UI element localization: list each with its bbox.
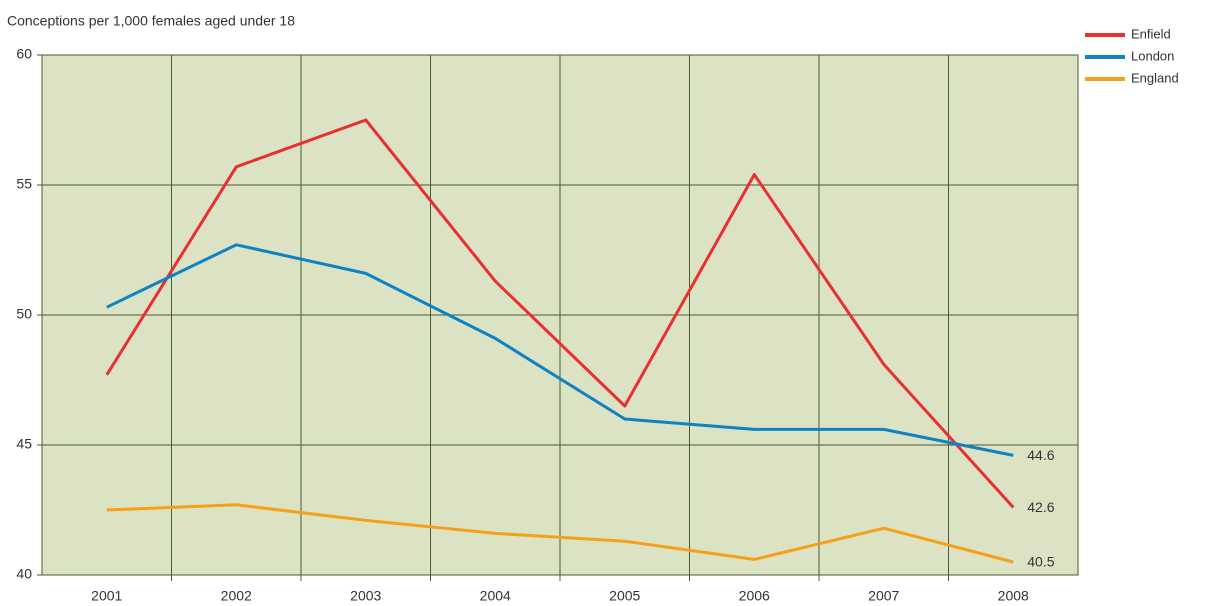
x-tick-label: 2003 xyxy=(350,588,381,604)
series-line xyxy=(106,243,1014,457)
x-tick-label: 2001 xyxy=(91,588,122,604)
x-tick-label: 2006 xyxy=(739,588,770,604)
end-value-label: 40.5 xyxy=(1027,554,1054,570)
y-tick-label: 60 xyxy=(16,46,32,62)
y-tick-label: 40 xyxy=(16,566,32,582)
y-tick-label: 50 xyxy=(16,306,32,322)
x-tick-label: 2002 xyxy=(221,588,252,604)
end-value-label: 42.6 xyxy=(1027,499,1054,515)
legend-label: London xyxy=(1131,48,1174,63)
legend-label: England xyxy=(1131,70,1179,85)
legend-label: Enfield xyxy=(1131,26,1171,41)
chart-title: Conceptions per 1,000 females aged under… xyxy=(7,13,295,29)
end-value-label: 44.6 xyxy=(1027,447,1054,463)
x-tick-label: 2008 xyxy=(998,588,1029,604)
y-tick-label: 55 xyxy=(16,176,32,192)
series-line xyxy=(106,503,1014,564)
x-tick-label: 2007 xyxy=(868,588,899,604)
series-line xyxy=(105,118,1015,509)
x-tick-label: 2005 xyxy=(609,588,640,604)
x-tick-label: 2004 xyxy=(480,588,511,604)
y-tick-label: 45 xyxy=(16,436,32,452)
